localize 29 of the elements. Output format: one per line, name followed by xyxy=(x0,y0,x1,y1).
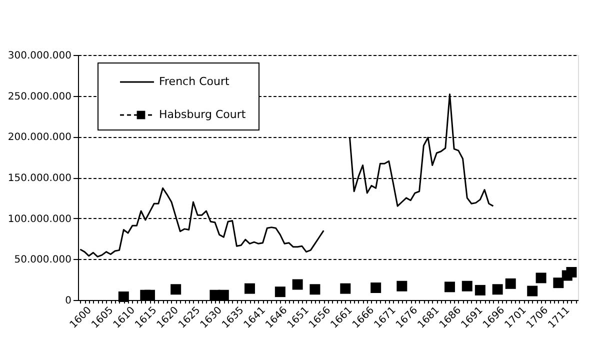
point xyxy=(492,284,503,295)
point xyxy=(474,284,486,296)
point xyxy=(144,290,155,300)
y-tick-label: 50.000.000 xyxy=(14,254,72,266)
point xyxy=(444,282,455,292)
y-tick-label: 300.000.000 xyxy=(8,50,72,62)
point xyxy=(170,284,182,295)
point xyxy=(527,286,538,296)
point xyxy=(566,266,577,278)
y-tick-label: 150.000.000 xyxy=(8,173,72,184)
legend-label: Habsburg Court xyxy=(159,108,246,121)
point xyxy=(553,278,564,288)
y-tick-label: 100.000.000 xyxy=(8,214,72,225)
point xyxy=(118,291,129,302)
point xyxy=(218,290,229,300)
point xyxy=(396,280,408,292)
point xyxy=(292,279,303,290)
point xyxy=(274,286,286,298)
y-tick-label: 0 xyxy=(65,296,72,306)
point xyxy=(310,284,320,295)
legend-label: French Court xyxy=(159,75,230,88)
y-tick-label: 250.000.000 xyxy=(8,91,72,102)
point xyxy=(536,272,546,284)
point xyxy=(370,282,382,293)
point xyxy=(340,283,351,294)
y-tick-label: 200.000.000 xyxy=(8,132,72,144)
point xyxy=(462,280,472,292)
point xyxy=(505,278,516,289)
point xyxy=(244,283,255,294)
